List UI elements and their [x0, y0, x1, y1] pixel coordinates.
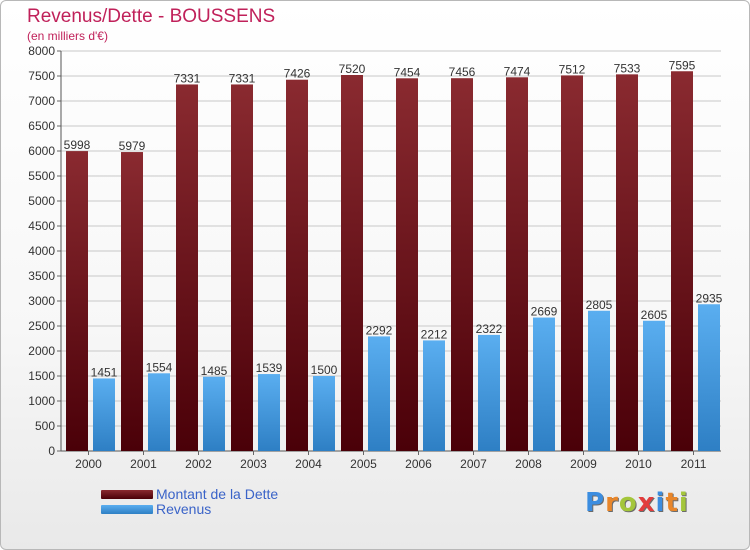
data-label-dette-2010: 7533 [614, 61, 641, 75]
data-label-revenus-2006: 2212 [421, 327, 448, 341]
logo-letter: t [665, 488, 679, 518]
data-label-dette-2001: 5979 [119, 139, 146, 153]
bar-dette-2002 [176, 84, 198, 451]
bar-revenus-2009 [588, 310, 610, 451]
logo-letter: r [605, 488, 619, 518]
data-label-dette-2002: 7331 [174, 71, 201, 85]
data-label-revenus-2008: 2669 [531, 305, 558, 319]
bar-revenus-2000 [93, 378, 115, 451]
x-tick-label-2006: 2006 [405, 457, 432, 471]
bar-revenus-2001 [148, 373, 170, 451]
x-tick-label-2002: 2002 [185, 457, 212, 471]
chart-title: Revenus/Dette - BOUSSENS [27, 6, 276, 27]
data-label-dette-2007: 7456 [449, 65, 476, 79]
data-label-revenus-2001: 1554 [146, 360, 173, 374]
bar-dette-2005 [341, 75, 363, 451]
bar-revenus-2007 [478, 334, 500, 451]
x-tick-label-2011: 2011 [681, 457, 707, 471]
data-label-revenus-2009: 2805 [586, 298, 613, 312]
data-label-dette-2006: 7454 [394, 65, 421, 79]
logo-letter: x [637, 488, 656, 518]
y-tick-label: 7500 [28, 69, 55, 83]
logo-letter: o [618, 488, 638, 518]
x-tick-label-2003: 2003 [240, 457, 267, 471]
logo-letter: i [678, 488, 689, 518]
bar-dette-2009 [561, 75, 583, 452]
data-label-revenus-2005: 2292 [366, 323, 393, 337]
bar-revenus-2006 [423, 340, 445, 451]
bar-dette-2001 [121, 152, 143, 452]
y-tick-label: 6000 [28, 144, 55, 158]
bar-dette-2008 [506, 77, 528, 452]
legend-label-dette: Montant de la Dette [156, 486, 279, 502]
y-tick-label: 2000 [28, 344, 55, 358]
x-tick-label-2004: 2004 [295, 457, 322, 471]
data-labels: 5998 1451 5979 1554 7331 1485 7331 1539 7426 1500… [64, 58, 723, 379]
y-tick-label: 0 [48, 444, 55, 458]
logo-letter: P [585, 488, 606, 518]
y-tick-label: 1000 [28, 394, 55, 408]
legend-label-revenus: Revenus [156, 501, 212, 517]
bar-revenus-2005 [368, 336, 390, 451]
data-label-revenus-2002: 1485 [201, 364, 228, 378]
data-label-revenus-2004: 1500 [311, 363, 338, 377]
y-tick-label: 4000 [28, 244, 55, 258]
y-tick-label: 3500 [28, 269, 55, 283]
bar-revenus-2003 [258, 374, 280, 451]
bar-dette-2006 [396, 78, 418, 452]
bar-dette-2000 [66, 151, 88, 451]
bar-revenus-2011 [698, 304, 720, 451]
data-label-revenus-2007: 2322 [476, 322, 503, 336]
data-label-revenus-2000: 1451 [91, 365, 118, 379]
y-tick-label: 2500 [28, 319, 55, 333]
data-label-dette-2004: 7426 [284, 67, 311, 81]
data-label-revenus-2010: 2605 [641, 308, 668, 322]
x-tick-label-2000: 2000 [75, 457, 102, 471]
data-label-revenus-2011: 2935 [696, 291, 723, 305]
y-tick-label: 7000 [28, 94, 55, 108]
proxiti-logo: Proxiti [585, 488, 689, 518]
data-label-dette-2011: 7595 [669, 58, 696, 72]
data-label-dette-2000: 5998 [64, 138, 91, 152]
x-tick-label-2010: 2010 [625, 457, 652, 471]
y-tick-label: 3000 [28, 294, 55, 308]
y-tick-label: 5000 [28, 194, 55, 208]
bar-dette-2010 [616, 74, 638, 451]
x-tick-label-2009: 2009 [570, 457, 597, 471]
y-tick-label: 6500 [28, 119, 55, 133]
x-tick-label-2005: 2005 [350, 457, 377, 471]
y-tick-label: 500 [35, 419, 55, 433]
data-label-dette-2005: 7520 [339, 62, 366, 76]
bar-revenus-2004 [313, 376, 335, 451]
legend-swatch-dette [101, 490, 153, 499]
data-label-dette-2009: 7512 [559, 62, 586, 76]
y-tick-label: 8000 [28, 44, 55, 58]
y-tick-label: 1500 [28, 369, 55, 383]
data-label-dette-2008: 7474 [504, 64, 531, 78]
bar-dette-2003 [231, 84, 253, 451]
x-tick-label-2007: 2007 [460, 457, 487, 471]
x-tick-label-2001: 2001 [130, 457, 157, 471]
y-tick-label: 4500 [28, 219, 55, 233]
bar-revenus-2002 [203, 376, 225, 451]
y-tick-label: 5500 [28, 169, 55, 183]
bar-dette-2004 [286, 79, 308, 451]
axes: 0 500 1000 1500 2000 2500 3000 3500 4000 4500 5000… [28, 44, 721, 471]
bars [66, 71, 720, 452]
data-label-revenus-2003: 1539 [256, 361, 283, 375]
chart-subtitle: (en milliers d'€) [27, 29, 108, 43]
legend-swatch-revenus [101, 505, 153, 514]
logo-letter: i [655, 488, 666, 518]
grid-lines [61, 50, 721, 452]
x-tick-label-2008: 2008 [515, 457, 542, 471]
data-label-dette-2003: 7331 [229, 71, 256, 85]
bar-revenus-2010 [643, 320, 665, 451]
bar-revenus-2008 [533, 317, 555, 451]
bar-dette-2011 [671, 71, 693, 451]
bar-dette-2007 [451, 78, 473, 451]
